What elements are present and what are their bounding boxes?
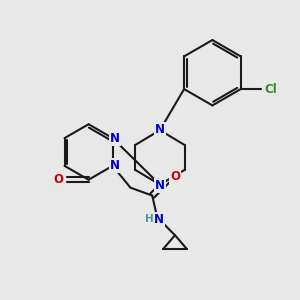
Text: N: N <box>110 159 120 172</box>
Text: H: H <box>145 214 154 224</box>
Text: Cl: Cl <box>264 82 277 96</box>
Text: N: N <box>110 132 120 145</box>
Text: N: N <box>155 179 165 192</box>
Text: N: N <box>155 123 165 136</box>
Text: N: N <box>154 213 164 226</box>
Text: O: O <box>170 170 180 183</box>
Text: O: O <box>54 173 64 186</box>
